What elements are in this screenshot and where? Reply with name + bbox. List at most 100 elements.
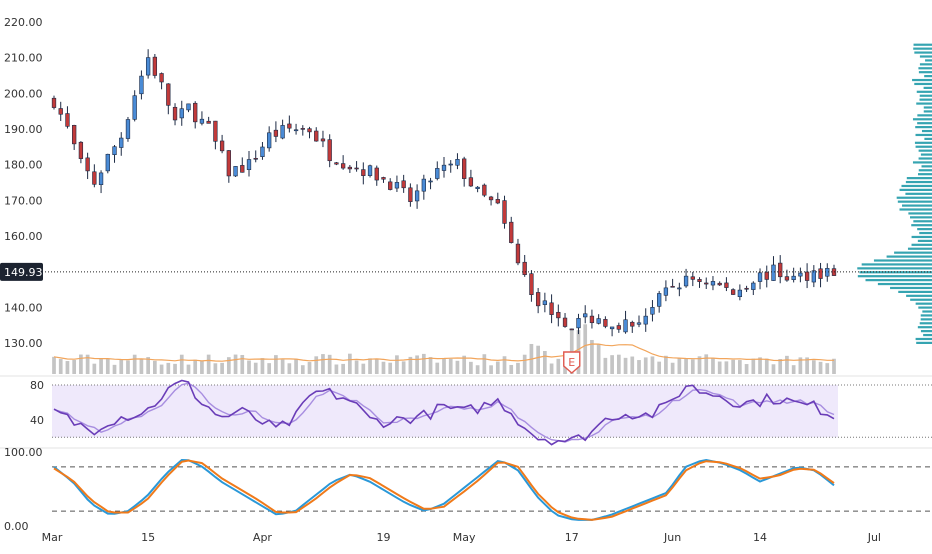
- candle-body[interactable]: [394, 182, 400, 189]
- candle-body[interactable]: [374, 167, 379, 181]
- candle-body[interactable]: [206, 120, 211, 124]
- candle-body[interactable]: [677, 287, 682, 290]
- candle-body[interactable]: [791, 275, 796, 281]
- candle-body[interactable]: [495, 199, 500, 204]
- candle-body[interactable]: [280, 125, 285, 139]
- candle-body[interactable]: [85, 157, 90, 172]
- candle-body[interactable]: [596, 318, 601, 324]
- candle-body[interactable]: [307, 128, 312, 133]
- candle-body[interactable]: [509, 221, 514, 243]
- candle-body[interactable]: [132, 95, 137, 120]
- candle-body[interactable]: [764, 271, 769, 280]
- candle-body[interactable]: [441, 164, 447, 171]
- candle-body[interactable]: [751, 282, 756, 290]
- candle-body[interactable]: [273, 129, 279, 137]
- candle-body[interactable]: [542, 300, 548, 305]
- candle-body[interactable]: [260, 146, 265, 157]
- candle-body[interactable]: [240, 165, 245, 173]
- candle-body[interactable]: [65, 113, 70, 127]
- candle-body[interactable]: [630, 321, 635, 327]
- candle-body[interactable]: [334, 162, 339, 165]
- candle-body[interactable]: [556, 311, 561, 319]
- candle-body[interactable]: [421, 178, 426, 192]
- candle-body[interactable]: [233, 166, 238, 177]
- candle-body[interactable]: [186, 103, 191, 111]
- candle-body[interactable]: [589, 315, 595, 324]
- candle-body[interactable]: [515, 243, 521, 264]
- candle-body[interactable]: [468, 177, 474, 187]
- candle-body[interactable]: [737, 289, 743, 298]
- candle-body[interactable]: [683, 275, 689, 287]
- candle-body[interactable]: [818, 268, 823, 279]
- candle-body[interactable]: [690, 276, 695, 280]
- candle-body[interactable]: [414, 190, 420, 202]
- candle-body[interactable]: [730, 289, 736, 295]
- candle-body[interactable]: [119, 137, 124, 148]
- candle-body[interactable]: [92, 171, 97, 185]
- rsi-line[interactable]: [53, 379, 835, 446]
- candle-body[interactable]: [643, 315, 648, 325]
- candle-body[interactable]: [125, 119, 131, 139]
- candle-body[interactable]: [293, 129, 299, 132]
- rsi-signal-line[interactable]: [53, 382, 835, 443]
- candle-body[interactable]: [455, 159, 460, 166]
- candle-body[interactable]: [105, 153, 110, 172]
- earnings-marker[interactable]: [563, 351, 581, 374]
- candle-body[interactable]: [213, 120, 218, 142]
- candle-body[interactable]: [609, 326, 615, 330]
- candle-body[interactable]: [549, 302, 554, 315]
- candle-body[interactable]: [435, 168, 440, 179]
- candle-body[interactable]: [522, 261, 527, 276]
- candle-body[interactable]: [381, 177, 386, 180]
- candle-body[interactable]: [576, 318, 581, 329]
- candle-body[interactable]: [340, 163, 346, 169]
- candle-body[interactable]: [482, 184, 487, 196]
- candle-body[interactable]: [408, 187, 413, 202]
- candle-body[interactable]: [98, 172, 104, 186]
- candle-body[interactable]: [798, 272, 803, 277]
- candle-body[interactable]: [704, 282, 709, 285]
- candle-body[interactable]: [623, 319, 628, 333]
- candle-body[interactable]: [717, 282, 722, 286]
- candle-body[interactable]: [562, 317, 568, 327]
- candle-body[interactable]: [535, 292, 541, 307]
- candle-body[interactable]: [710, 281, 716, 286]
- candle-body[interactable]: [636, 322, 642, 325]
- candle-body[interactable]: [428, 180, 433, 183]
- candle-body[interactable]: [314, 130, 319, 142]
- candle-body[interactable]: [462, 158, 467, 179]
- stoch-k-line[interactable]: [53, 458, 835, 521]
- candle-body[interactable]: [401, 180, 406, 189]
- candle-body[interactable]: [502, 200, 507, 224]
- candle-body[interactable]: [388, 181, 393, 190]
- candle-body[interactable]: [724, 282, 729, 288]
- candle-body[interactable]: [58, 108, 63, 115]
- candle-body[interactable]: [778, 262, 783, 278]
- candle-body[interactable]: [199, 118, 205, 124]
- candle-body[interactable]: [300, 128, 305, 130]
- candle-body[interactable]: [159, 73, 164, 83]
- candle-body[interactable]: [475, 186, 480, 189]
- candle-body[interactable]: [569, 328, 574, 331]
- candle-body[interactable]: [179, 108, 184, 119]
- candle-body[interactable]: [78, 141, 84, 159]
- candle-body[interactable]: [670, 285, 675, 288]
- candle-body[interactable]: [529, 273, 534, 295]
- candle-body[interactable]: [51, 97, 57, 108]
- candle-body[interactable]: [166, 83, 171, 106]
- candle-body[interactable]: [152, 56, 158, 76]
- candle-body[interactable]: [267, 132, 272, 149]
- candle-body[interactable]: [72, 125, 77, 145]
- candle-body[interactable]: [650, 307, 655, 315]
- rsi-pane[interactable]: [52, 379, 932, 446]
- candlesticks[interactable]: [51, 49, 837, 337]
- candle-body[interactable]: [757, 272, 763, 282]
- candle-body[interactable]: [657, 293, 662, 307]
- candle-body[interactable]: [112, 146, 117, 155]
- candle-body[interactable]: [145, 57, 151, 76]
- candle-body[interactable]: [448, 163, 453, 166]
- candle-body[interactable]: [744, 287, 749, 290]
- candle-body[interactable]: [347, 166, 353, 170]
- candle-body[interactable]: [488, 196, 494, 201]
